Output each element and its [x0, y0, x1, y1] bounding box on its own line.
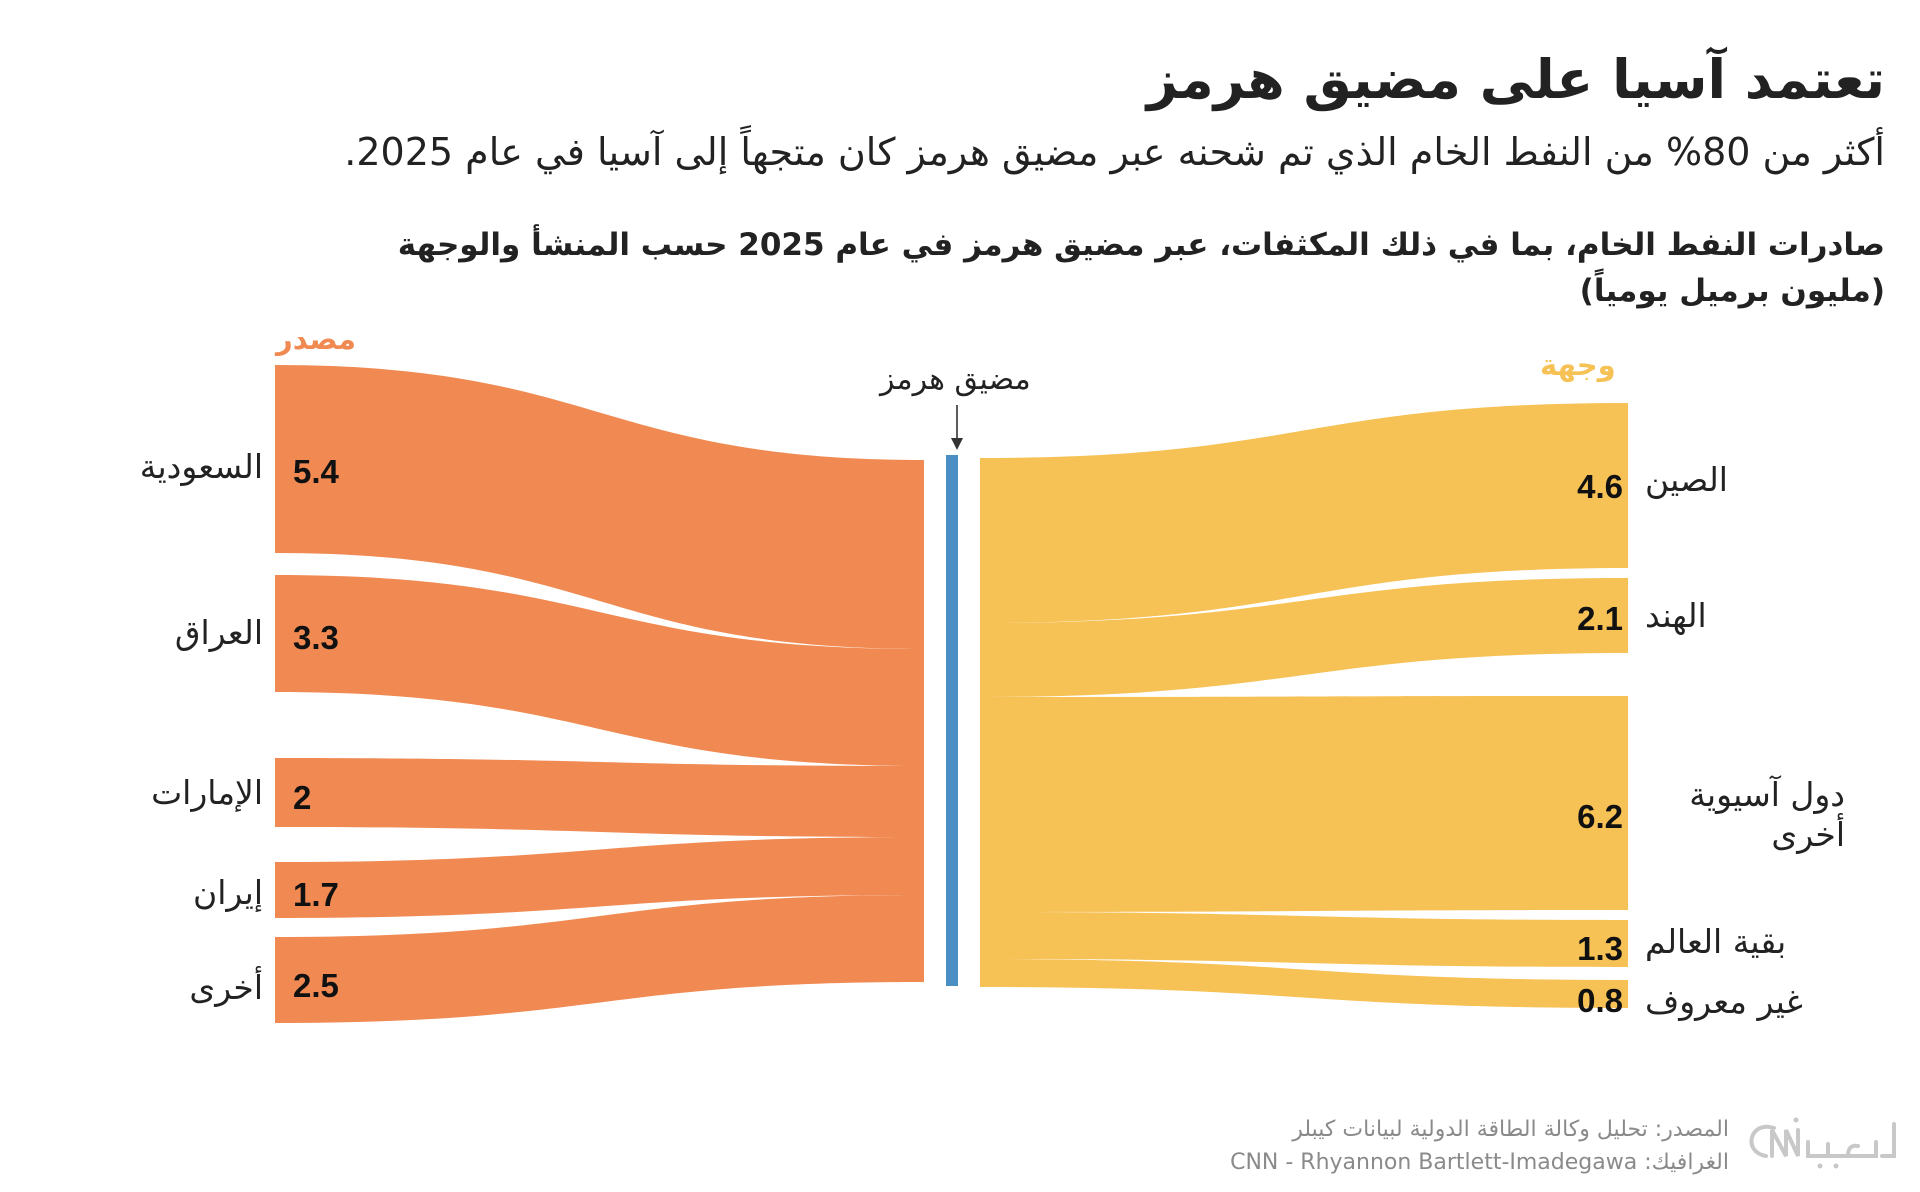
- destination-label: الهند: [1645, 596, 1707, 635]
- chart-title-unit: (مليون برميل يومياً): [1579, 273, 1885, 309]
- arrowhead-icon: [951, 438, 963, 450]
- destination-value: 2.1: [1577, 600, 1623, 637]
- destination-value: 0.8: [1577, 982, 1623, 1019]
- source-label: أخرى: [189, 968, 263, 1007]
- destination-label: دول آسيوية أخرى: [1689, 775, 1845, 854]
- page-subtitle: أكثر من 80% من النفط الخام الذي تم شحنه …: [344, 130, 1885, 174]
- destination-value: 4.6: [1577, 468, 1623, 505]
- destination-label: بقية العالم: [1645, 922, 1787, 961]
- destination-flow: [980, 912, 1628, 967]
- destination-flow: [980, 959, 1628, 1008]
- destination-value: 6.2: [1577, 798, 1623, 835]
- destination-label: الصين: [1645, 460, 1728, 499]
- destination-flow: [980, 696, 1628, 912]
- source-value: 3.3: [293, 619, 339, 656]
- source-credit: المصدر: تحليل وكالة الطاقة الدولية لبيان…: [1292, 1117, 1729, 1142]
- source-label: السعودية: [139, 447, 263, 486]
- destination-flows: [980, 403, 1628, 1008]
- source-label: إيران: [193, 873, 263, 912]
- source-flow: [275, 575, 924, 766]
- chart-title: صادرات النفط الخام، بما في ذلك المكثفات،…: [398, 222, 1885, 314]
- cnn-arabic-logo: CNN بالعربية: [1749, 1117, 1896, 1169]
- destination-flow: [980, 578, 1628, 697]
- source-flow: [275, 895, 924, 1023]
- graphic-credit: الغرافيك: CNN - Rhyannon Bartlett-Imadeg…: [1230, 1150, 1729, 1175]
- source-value: 5.4: [293, 453, 339, 490]
- source-value: 2.5: [293, 967, 339, 1004]
- source-flow: [275, 758, 924, 837]
- source-value: 2: [293, 779, 312, 816]
- strait-label: مضيق هرمز: [880, 362, 1031, 397]
- source-flows: [275, 365, 924, 1023]
- source-flow: [275, 837, 924, 918]
- source-value: 1.7: [293, 876, 339, 913]
- strait-bar: [946, 455, 958, 986]
- source-label: الإمارات: [151, 773, 263, 812]
- source-flow: [275, 365, 924, 649]
- destination-label: غير معروف: [1645, 982, 1803, 1021]
- destination-flow: [980, 403, 1628, 623]
- source-header: مصدر: [276, 322, 356, 356]
- footer-credits: المصدر: تحليل وكالة الطاقة الدولية لبيان…: [1230, 1113, 1729, 1179]
- destination-value: 1.3: [1577, 930, 1623, 967]
- source-label: العراق: [174, 613, 263, 652]
- chart-title-line-1: صادرات النفط الخام، بما في ذلك المكثفات،…: [397, 227, 1885, 263]
- destination-header: وجهة: [1540, 348, 1616, 382]
- page-title: تعتمد آسيا على مضيق هرمز: [1146, 48, 1885, 111]
